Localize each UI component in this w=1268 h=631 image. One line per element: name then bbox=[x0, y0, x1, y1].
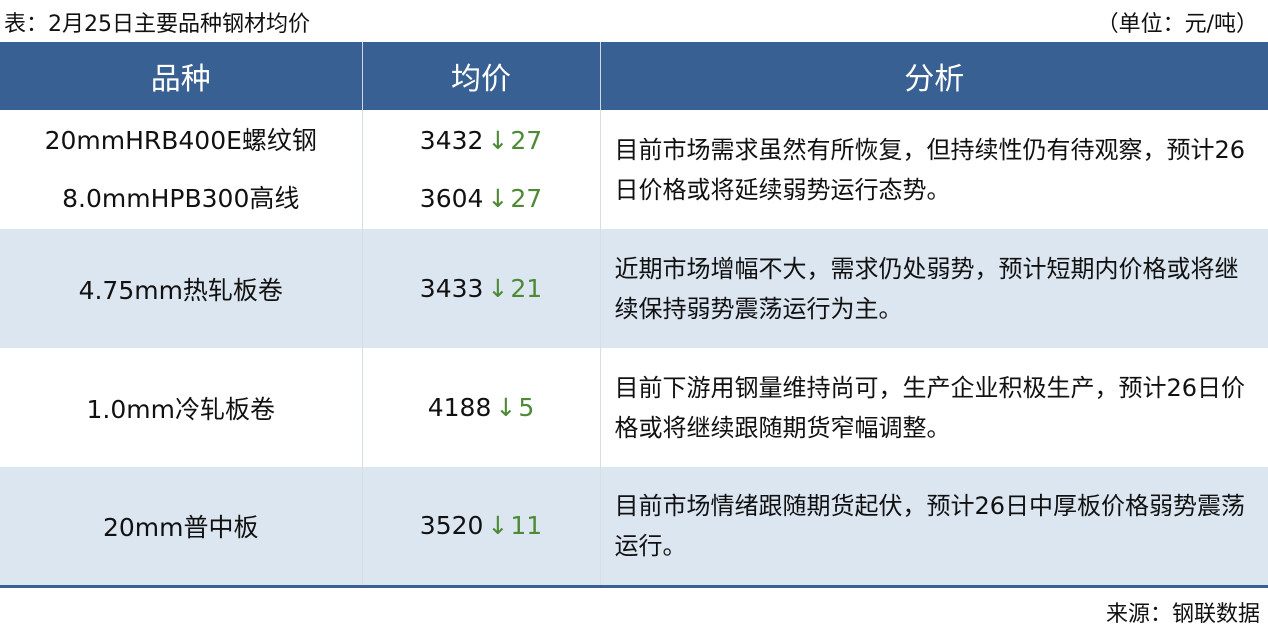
source-note: 来源：钢联数据 bbox=[1105, 602, 1260, 627]
price-value: 3604 bbox=[419, 183, 484, 213]
variety-cell: 20mm普中板 bbox=[0, 467, 363, 588]
price-value: 4188 bbox=[427, 393, 492, 422]
analysis-cell: 近期市场增幅不大，需求仍处弱势，预计短期内价格或将继续保持弱势震荡运行为主。 bbox=[600, 229, 1268, 348]
variety-cell: 20mmHRB400E螺纹钢 8.0mmHPB300高线 bbox=[0, 110, 363, 229]
price-change: 27 bbox=[510, 125, 543, 155]
variety-cell: 4.75mm热轧板卷 bbox=[0, 229, 363, 348]
analysis-cell: 目前下游用钢量维持尚可，生产企业积极生产，预计26日价格或将继续跟随期货窄幅调整… bbox=[614, 373, 1246, 442]
down-arrow-icon: ↓ bbox=[487, 274, 509, 303]
table-row: 20mm普中板 3520 ↓11 目前市场情绪跟随期货起伏，预计26日中厚板价格弱… bbox=[0, 467, 1268, 588]
analysis-cell: 目前市场情绪跟随期货起伏，预计26日中厚板价格弱势震荡运行。 bbox=[600, 467, 1268, 588]
down-arrow-icon: ↓ bbox=[495, 393, 517, 422]
table-row: 20mmHRB400E螺纹钢 8.0mmHPB300高线 3432 ↓27 360… bbox=[0, 110, 1268, 229]
price-change: 5 bbox=[518, 393, 535, 422]
price-value: 3432 bbox=[419, 125, 484, 155]
price-value: 3433 bbox=[419, 274, 484, 303]
price-cell: 4188 ↓5 bbox=[362, 348, 601, 467]
analysis-cell: 目前市场需求虽然有所恢复，但持续性仍有待观察，预计26日价格或将延续弱势运行态势… bbox=[614, 135, 1246, 204]
down-arrow-icon: ↓ bbox=[487, 183, 509, 213]
down-arrow-icon: ↓ bbox=[487, 125, 509, 155]
price-change: 27 bbox=[510, 183, 543, 213]
variety-name: 8.0mmHPB300高线 bbox=[62, 183, 300, 213]
table-title: 表：2月25日主要品种钢材均价 bbox=[4, 12, 310, 37]
header-analysis: 分析 bbox=[600, 42, 1268, 110]
down-arrow-icon: ↓ bbox=[487, 511, 509, 541]
steel-price-table: 品种 均价 分析 20mmHRB400E螺纹钢 8.0mmHPB300高线 34… bbox=[0, 42, 1268, 588]
price-change: 11 bbox=[510, 511, 543, 541]
table-row: 1.0mm冷轧板卷 4188 ↓5 目前下游用钢量维持尚可，生产企业积极生产，预计… bbox=[0, 348, 1268, 467]
header-row: 品种 均价 分析 bbox=[0, 42, 1268, 110]
price-cell: 3520 ↓11 bbox=[362, 467, 601, 588]
variety-cell: 1.0mm冷轧板卷 bbox=[0, 348, 363, 467]
unit-label: （单位：元/吨） bbox=[1096, 12, 1258, 37]
table-row: 4.75mm热轧板卷 3433 ↓21 近期市场增幅不大，需求仍处弱势，预计短期内… bbox=[0, 229, 1268, 348]
header-variety: 品种 bbox=[0, 42, 363, 110]
price-change: 21 bbox=[510, 274, 543, 303]
price-cell: 3433 ↓21 bbox=[362, 229, 601, 348]
header-price: 均价 bbox=[362, 42, 601, 110]
price-cell: 3432 ↓27 3604 ↓27 bbox=[362, 110, 601, 229]
price-value: 3520 bbox=[419, 511, 484, 541]
variety-name: 20mmHRB400E螺纹钢 bbox=[44, 125, 317, 155]
